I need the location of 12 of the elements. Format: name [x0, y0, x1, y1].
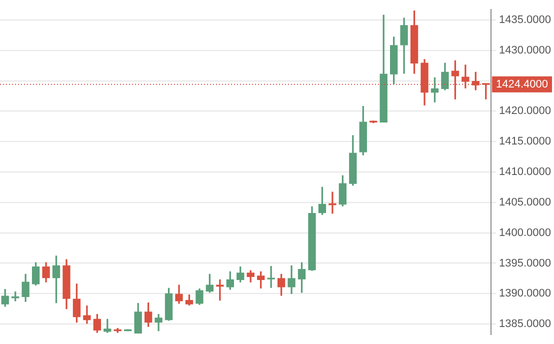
y-tick-label: 1415.0000: [499, 136, 551, 148]
y-tick-label: 1410.0000: [499, 166, 551, 178]
candlestick: [267, 266, 275, 288]
y-tick-label: 1405.0000: [499, 196, 551, 208]
y-tick-label: 1390.0000: [499, 288, 551, 300]
y-tick-label: 1435.0000: [499, 14, 551, 26]
y-tick-label: 1400.0000: [499, 226, 551, 239]
ref-line-label: 1424.4000: [496, 78, 548, 90]
y-tick-label: 1430.0000: [499, 44, 551, 56]
y-tick-label: 1395.0000: [499, 257, 551, 270]
y-tick-label: 1420.0000: [499, 105, 551, 118]
y-tick-label: 1385.0000: [499, 318, 551, 330]
